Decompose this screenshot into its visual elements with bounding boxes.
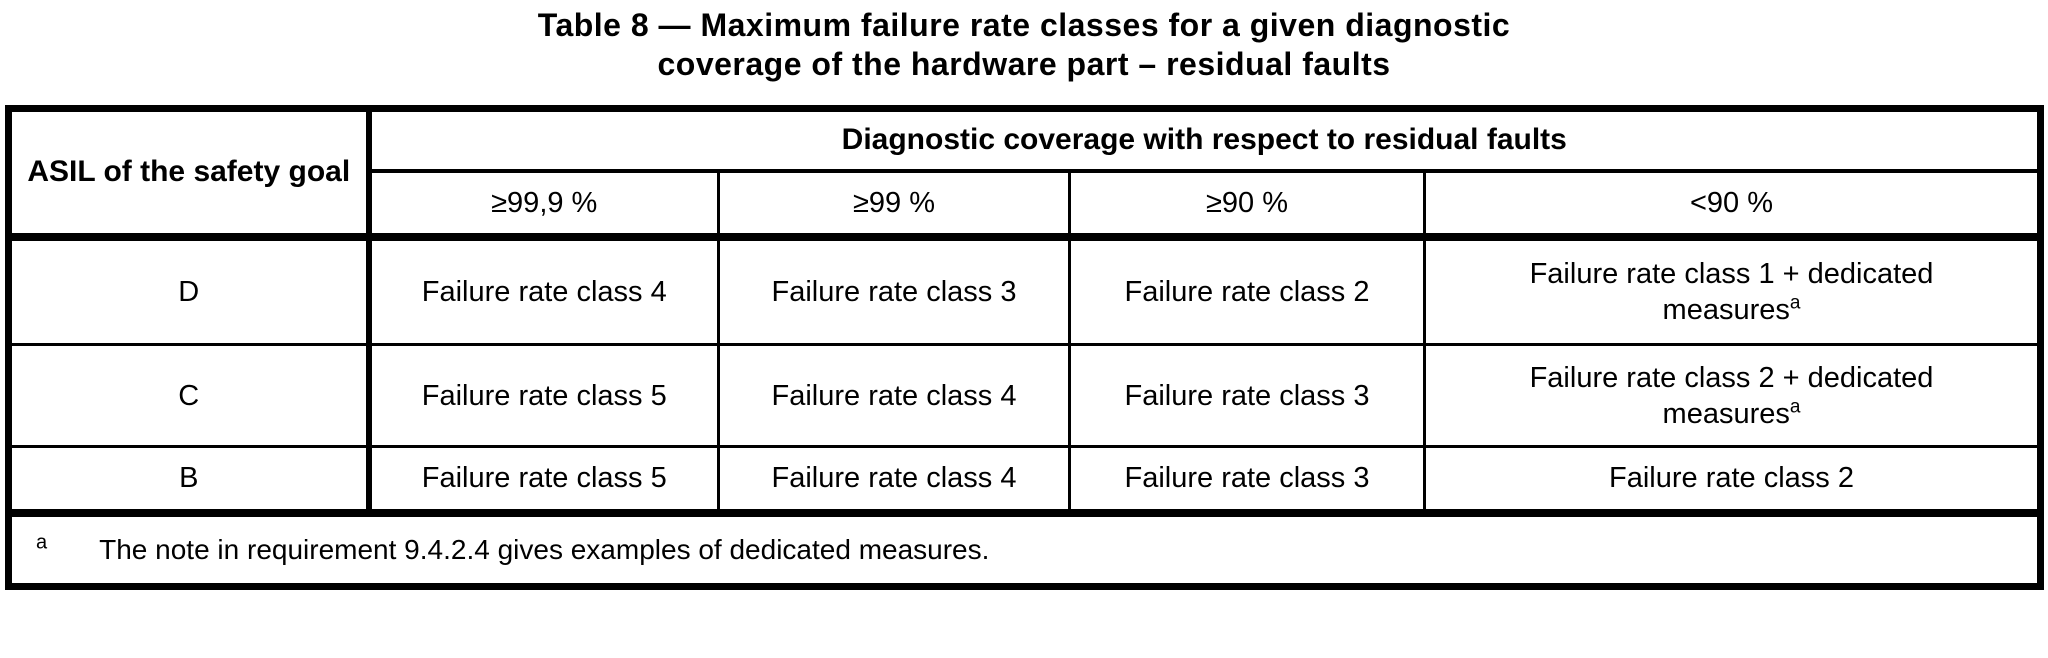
- footnote-ref-icon: a: [1789, 395, 1801, 417]
- header-col-ge-90: ≥90 %: [1068, 169, 1426, 241]
- table-caption: Table 8 — Maximum failure rate classes f…: [0, 0, 2048, 84]
- cell-b-ge-99-9: Failure rate class 5: [367, 445, 720, 514]
- cell-d-ge-90: Failure rate class 2: [1068, 232, 1426, 346]
- table-caption-line1: Table 8 — Maximum failure rate classes f…: [537, 7, 1511, 43]
- cell-b-lt-90: Failure rate class 2: [1422, 445, 2043, 514]
- header-col-ge-99-9: ≥99,9 %: [367, 169, 720, 241]
- cell-d-ge-99: Failure rate class 3: [717, 232, 1071, 346]
- cell-d-lt-90: Failure rate class 1 + dedicated measure…: [1422, 232, 2043, 346]
- table-row-asil-d: D Failure rate class 4 Failure rate clas…: [7, 232, 2043, 346]
- table-header-group-row: ASIL of the safety goal Diagnostic cover…: [7, 107, 2043, 238]
- table-row-asil-c: C Failure rate class 5 Failure rate clas…: [7, 343, 2043, 448]
- footnote-ref-icon: a: [1789, 292, 1801, 314]
- table-caption-line2: coverage of the hardware part – residual…: [657, 46, 1391, 82]
- failure-rate-class-table: ASIL of the safety goal Diagnostic cover…: [5, 105, 2045, 590]
- table-footnote-cell: a The note in requirement 9.4.2.4 gives e…: [6, 508, 2043, 588]
- header-col-lt-90: <90 %: [1422, 169, 2043, 241]
- cell-b-ge-90: Failure rate class 3: [1068, 445, 1426, 514]
- cell-c-ge-99: Failure rate class 4: [717, 343, 1071, 448]
- cell-c-ge-90: Failure rate class 3: [1068, 343, 1426, 448]
- cell-d-lt-90-text: Failure rate class 1 + dedicated measure…: [1529, 257, 1934, 326]
- table-row-asil-b: B Failure rate class 5 Failure rate clas…: [7, 445, 2043, 514]
- footnote-marker: a: [36, 531, 48, 554]
- header-asil-of-safety-goal: ASIL of the safety goal: [7, 107, 372, 238]
- cell-c-lt-90-text: Failure rate class 2 + dedicated measure…: [1529, 361, 1934, 430]
- header-diagnostic-coverage: Diagnostic coverage with respect to resi…: [366, 107, 2043, 173]
- cell-c-ge-99-9: Failure rate class 5: [367, 343, 720, 448]
- cell-asil-b: B: [7, 445, 372, 514]
- cell-b-ge-99: Failure rate class 4: [717, 445, 1071, 514]
- cell-d-ge-99-9: Failure rate class 4: [367, 232, 720, 346]
- cell-c-lt-90: Failure rate class 2 + dedicated measure…: [1422, 343, 2043, 448]
- footnote-text: The note in requirement 9.4.2.4 gives ex…: [99, 533, 990, 565]
- header-col-ge-99: ≥99 %: [717, 169, 1071, 241]
- table-subheader-row: ≥99,9 % ≥99 % ≥90 % <90 %: [9, 169, 2043, 241]
- table-footnote-row: a The note in requirement 9.4.2.4 gives e…: [6, 508, 2043, 588]
- cell-asil-c: C: [7, 343, 372, 448]
- cell-asil-d: D: [7, 232, 372, 346]
